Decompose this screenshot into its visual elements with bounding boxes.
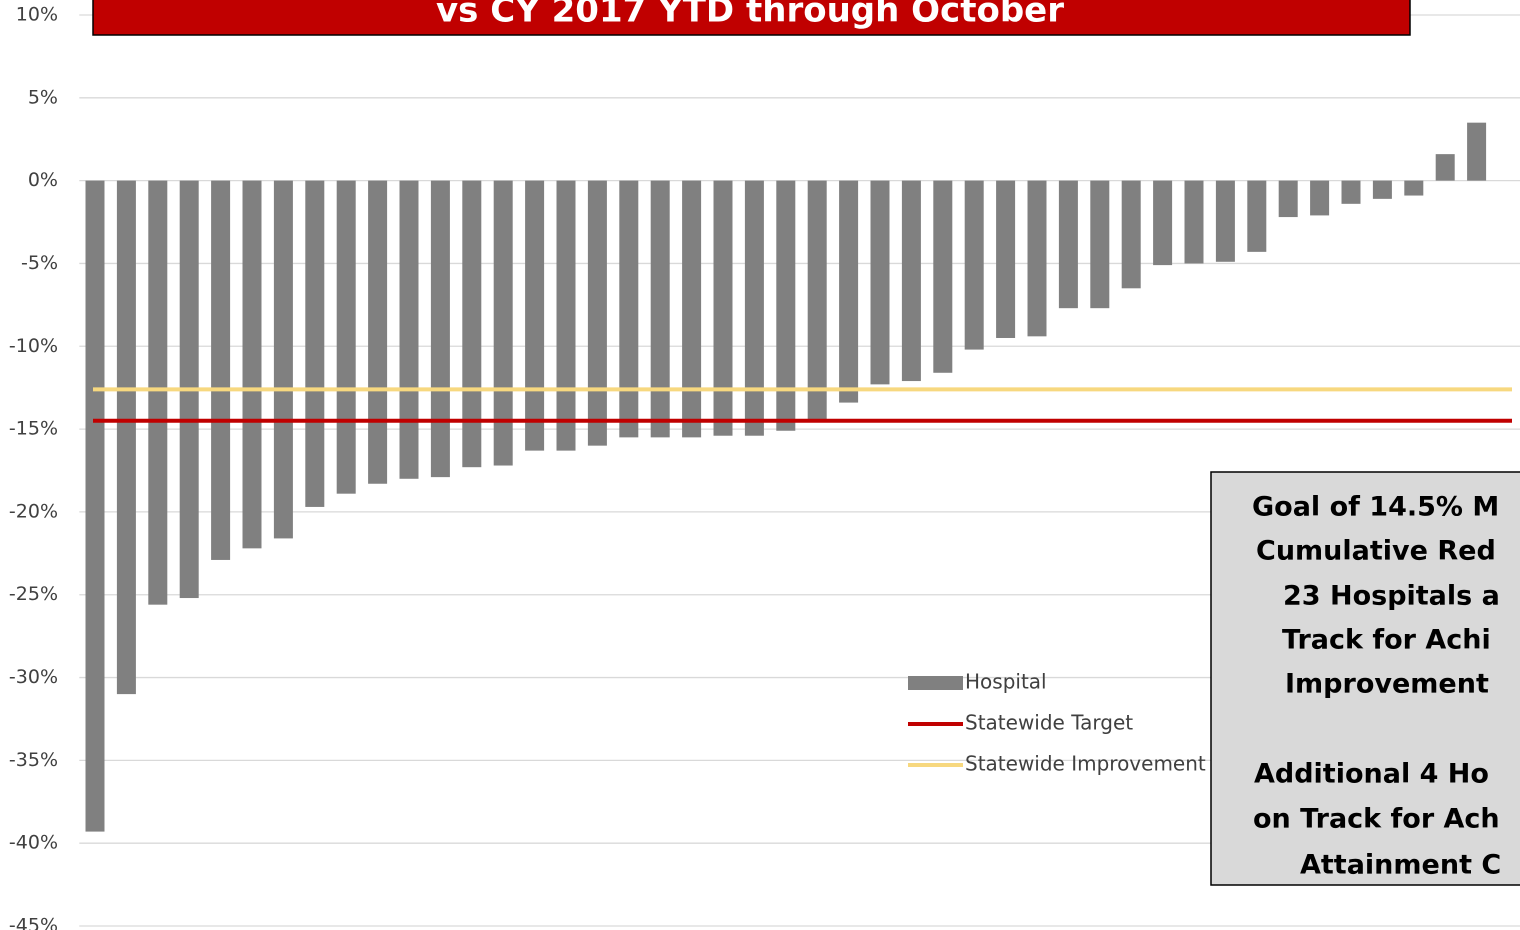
- annotation-line: Track for Achi: [1282, 625, 1491, 656]
- bar: [587, 180, 607, 446]
- bar: [1341, 180, 1361, 204]
- annotation-line: Cumulative Red: [1256, 536, 1496, 567]
- legend-label: Statewide Target: [965, 711, 1133, 735]
- y-tick-label: -45%: [9, 915, 58, 930]
- y-tick-label: -20%: [9, 500, 58, 522]
- annotation-line: Goal of 14.5% M: [1252, 492, 1499, 523]
- annotation-line: 23 Hospitals a: [1283, 581, 1500, 612]
- bar: [211, 180, 231, 560]
- bar: [1310, 180, 1330, 216]
- bar: [1372, 180, 1392, 199]
- bar: [1027, 180, 1047, 337]
- bar: [713, 180, 733, 436]
- legend-label: Statewide Improvement: [965, 752, 1206, 776]
- y-tick-label: -40%: [9, 832, 58, 854]
- bar: [1467, 122, 1487, 181]
- bar: [430, 180, 450, 478]
- y-tick-label: 5%: [28, 86, 58, 108]
- bar: [964, 180, 984, 350]
- bar: [368, 180, 388, 484]
- bar: [305, 180, 325, 507]
- y-tick-label: 10%: [16, 4, 58, 26]
- marks: [85, 122, 1512, 832]
- bar: [493, 180, 513, 466]
- bar: [776, 180, 796, 431]
- y-tick-label: -30%: [9, 666, 58, 688]
- annotation-box: [1210, 471, 1520, 886]
- bar: [807, 180, 827, 420]
- bar: [1058, 180, 1078, 309]
- bar: [462, 180, 482, 468]
- bar: [1247, 180, 1267, 252]
- y-tick-label: -5%: [21, 252, 58, 274]
- bar: [1121, 180, 1141, 289]
- bar: [682, 180, 702, 438]
- title-box: [92, 0, 1411, 36]
- bar: [619, 180, 639, 438]
- bar: [525, 180, 545, 451]
- bar: [744, 180, 764, 436]
- bar: [839, 180, 859, 403]
- bar: [242, 180, 262, 549]
- bar: [556, 180, 576, 451]
- bar: [399, 180, 419, 479]
- annotation-line: on Track for Ach: [1253, 804, 1500, 835]
- legend-label: Hospital: [965, 670, 1047, 694]
- legend-swatch: [908, 676, 963, 690]
- bar: [336, 180, 356, 494]
- bar: [933, 180, 953, 373]
- bar: [870, 180, 890, 385]
- bar: [650, 180, 670, 438]
- bar: [996, 180, 1016, 338]
- annotation: Goal of 14.5% M Cumulative Red 23 Hospital…: [1252, 492, 1501, 881]
- bar: [1404, 180, 1424, 196]
- y-tick-label: -10%: [9, 335, 58, 357]
- chart-title: vs CY 2017 YTD through October: [436, 0, 1064, 31]
- y-tick-label: 0%: [28, 169, 58, 191]
- y-tick-label: -15%: [9, 418, 58, 440]
- bar: [116, 180, 136, 695]
- bar: [273, 180, 293, 539]
- bar: [148, 180, 168, 605]
- y-tick-label: -35%: [9, 749, 58, 771]
- bar: [1435, 154, 1455, 181]
- bar: [1153, 180, 1173, 266]
- bar: [1215, 180, 1235, 262]
- bar: [1184, 180, 1204, 264]
- bar: [1278, 180, 1298, 218]
- bar: [1090, 180, 1110, 309]
- annotation-line: Additional 4 Ho: [1254, 759, 1489, 790]
- bar: [85, 180, 105, 832]
- y-tick-label: -25%: [9, 583, 58, 605]
- bar: [901, 180, 921, 382]
- annotation-line: Improvement: [1285, 669, 1489, 700]
- annotation-line: Attainment C: [1300, 850, 1501, 881]
